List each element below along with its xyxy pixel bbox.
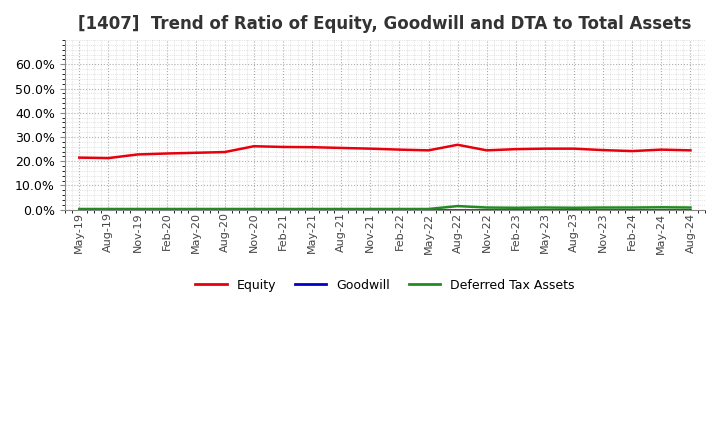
Legend: Equity, Goodwill, Deferred Tax Assets: Equity, Goodwill, Deferred Tax Assets	[190, 274, 580, 297]
Title: [1407]  Trend of Ratio of Equity, Goodwill and DTA to Total Assets: [1407] Trend of Ratio of Equity, Goodwil…	[78, 15, 691, 33]
